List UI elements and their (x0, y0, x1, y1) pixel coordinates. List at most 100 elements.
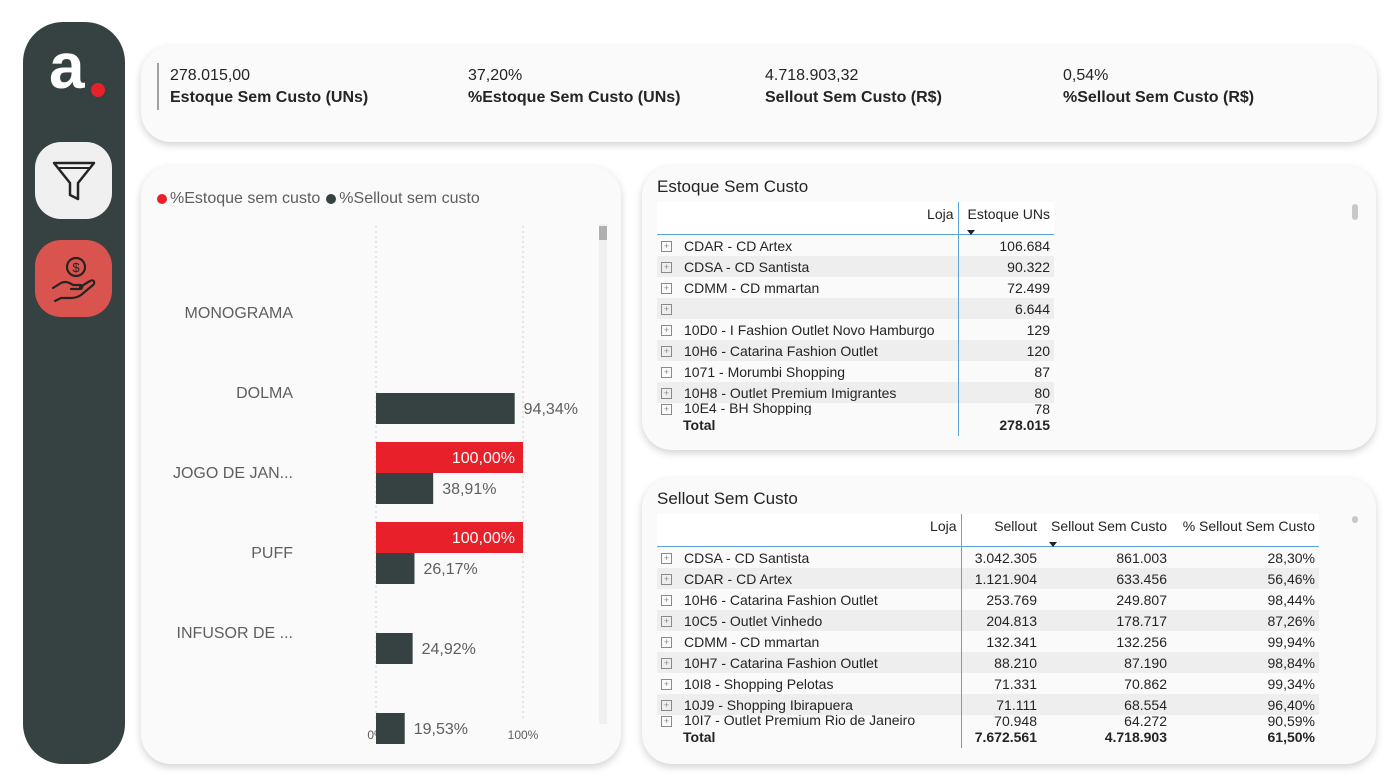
logo-letter: a (49, 30, 85, 102)
cell-sellout-sem-custo: 68.554 (1041, 694, 1171, 715)
table-row[interactable]: + CDSA - CD Santista 90.322 (657, 256, 1054, 277)
expand-icon[interactable]: + (661, 304, 672, 316)
expand-icon[interactable]: + (661, 403, 672, 415)
sidebar: a $ (23, 22, 125, 764)
bar-estoque[interactable] (376, 442, 523, 473)
table-row-clipped[interactable]: +10E4 - BH Shopping 78 (657, 403, 1054, 415)
expand-icon[interactable]: + (661, 283, 672, 295)
expand-icon[interactable]: + (661, 616, 672, 628)
cell-sellout: 204.813 (961, 610, 1041, 631)
table-row[interactable]: +10C5 - Outlet Vinhedo 204.813 178.717 87,2… (657, 610, 1319, 631)
bar-sellout[interactable] (376, 713, 405, 744)
cell-pct-sellout-sem-custo: 98,84% (1171, 652, 1319, 673)
legend-item-sellout[interactable]: %Sellout sem custo (326, 190, 480, 208)
expand-icon[interactable]: + (661, 388, 672, 400)
expand-icon[interactable]: + (661, 574, 672, 586)
data-label-sellout: 26,17% (423, 561, 477, 578)
table-row-clipped[interactable]: +10I7 - Outlet Premium Rio de Janeiro 70.… (657, 715, 1319, 727)
cell-sellout-sem-custo: 861.003 (1116, 549, 1167, 566)
table-row[interactable]: +1071 - Morumbi Shopping 87 (657, 361, 1054, 382)
expand-icon[interactable]: + (661, 679, 672, 691)
cell-loja: +10H6 - Catarina Fashion Outlet (657, 589, 962, 610)
x-tick-label: 100% (508, 728, 539, 742)
cell-text: 10H6 - Catarina Fashion Outlet (684, 342, 878, 359)
cell-estoque-uns: 6.644 (958, 298, 1054, 319)
estoque-table: Loja Estoque UNs + CDAR - CD Artex 106.684… (657, 202, 1054, 436)
column-header-estoque-uns[interactable]: Estoque UNs (958, 202, 1054, 235)
table-row[interactable]: +6.644 (657, 298, 1054, 319)
column-header-label: Sellout Sem Custo (1051, 518, 1167, 534)
expand-icon[interactable]: + (661, 658, 672, 670)
cell-text: 10I8 - Shopping Pelotas (684, 675, 834, 692)
expand-icon[interactable]: + (661, 553, 672, 565)
table-scrollbar-thumb[interactable] (1352, 516, 1358, 523)
cell-pct-sellout-sem-custo: 90,59% (1267, 715, 1315, 727)
cell-sellout: 88.210 (961, 652, 1041, 673)
expand-icon[interactable]: + (661, 367, 672, 379)
bar-estoque[interactable] (376, 522, 523, 553)
cell-estoque-uns: 129 (1026, 321, 1050, 338)
legend-label: %Sellout sem custo (339, 190, 480, 207)
column-header-sellout-sem-custo[interactable]: Sellout Sem Custo (1041, 514, 1171, 547)
column-header-loja[interactable]: Loja (657, 202, 959, 235)
kpi-pct-sellout-sem-custo: 0,54% %Sellout Sem Custo (R$) (1063, 66, 1254, 110)
cell-sellout: 132.341 (986, 633, 1037, 650)
cell-sellout: 70.948 (994, 715, 1037, 727)
kpi-label: %Estoque Sem Custo (UNs) (468, 89, 681, 106)
cell-sellout-sem-custo: 87.190 (1041, 652, 1171, 673)
cell-pct-sellout-sem-custo: 98,44% (1267, 591, 1315, 608)
chart-scrollbar-thumb[interactable] (599, 226, 607, 240)
expand-icon[interactable]: + (661, 595, 672, 607)
column-header-pct-sellout-sem-custo[interactable]: % Sellout Sem Custo (1182, 518, 1315, 534)
table-row[interactable]: +10I8 - Shopping Pelotas 71.331 70.862 99,3… (657, 673, 1319, 694)
cell-sellout-sem-custo: 178.717 (1041, 610, 1171, 631)
table-row[interactable]: + CDMM - CD mmartan 132.341 132.256 99,94% (657, 631, 1319, 652)
table-row[interactable]: +10J9 - Shopping Ibirapuera 71.111 68.554 9… (657, 694, 1319, 715)
cell-text: 1071 - Morumbi Shopping (684, 363, 846, 380)
table-row[interactable]: + CDAR - CD Artex 106.684 (657, 234, 1054, 256)
bar-sellout[interactable] (376, 553, 415, 584)
expand-icon[interactable]: + (661, 241, 672, 253)
expand-icon[interactable]: + (661, 325, 672, 337)
total-value: 7.672.561 (974, 729, 1037, 746)
table-scrollbar-thumb[interactable] (1352, 204, 1358, 220)
table-row[interactable]: +10H8 - Outlet Premium Imigrantes 80 (657, 382, 1054, 403)
expand-icon[interactable]: + (661, 262, 672, 274)
brand-logo: a (49, 34, 109, 102)
table-row[interactable]: + CDMM - CD mmartan 72.499 (657, 277, 1054, 298)
legend-dot (326, 194, 337, 204)
expand-icon[interactable]: + (661, 637, 672, 649)
table-row[interactable]: +10H7 - Catarina Fashion Outlet 88.210 87.… (657, 652, 1319, 673)
total-value: 4.718.903 (1104, 729, 1167, 746)
cell-loja: +1071 - Morumbi Shopping (657, 361, 959, 382)
category-label: PUFF (251, 545, 293, 562)
bar-sellout[interactable] (376, 393, 515, 424)
kpi-estoque-sem-custo: 278.015,00 Estoque Sem Custo (UNs) (170, 66, 368, 110)
cell-text: CDAR - CD Artex (684, 570, 793, 587)
filter-button[interactable] (35, 142, 112, 219)
table-row[interactable]: +10H6 - Catarina Fashion Outlet 120 (657, 340, 1054, 361)
money-page-button[interactable]: $ (35, 240, 112, 317)
cell-pct-sellout-sem-custo: 28,30% (1267, 549, 1315, 566)
cell-sellout: 253.769 (986, 591, 1037, 608)
chart-scrollbar[interactable] (599, 224, 607, 724)
cell-sellout-sem-custo: 64.272 (1124, 715, 1167, 727)
expand-icon[interactable]: + (661, 346, 672, 358)
category-label: JOGO DE JAN... (173, 465, 293, 482)
column-header-loja[interactable]: Loja (657, 514, 962, 547)
table-row[interactable]: +10H6 - Catarina Fashion Outlet 253.769 24… (657, 589, 1319, 610)
cell-loja: +10D0 - I Fashion Outlet Novo Hamburgo (657, 319, 959, 340)
bar-sellout[interactable] (376, 633, 413, 664)
column-header-label: Estoque UNs (967, 206, 1050, 222)
table-row[interactable]: +10D0 - I Fashion Outlet Novo Hamburgo 12… (657, 319, 1054, 340)
cell-loja: + CDAR - CD Artex (657, 568, 962, 589)
legend-item-estoque[interactable]: %Estoque sem custo (157, 190, 320, 208)
expand-icon[interactable]: + (661, 715, 672, 727)
cell-text: CDMM - CD mmartan (684, 633, 820, 650)
table-row[interactable]: + CDSA - CD Santista 3.042.305 861.003 28,30… (657, 546, 1319, 568)
bar-sellout[interactable] (376, 473, 434, 504)
cell-text: 10H8 - Outlet Premium Imigrantes (684, 384, 897, 401)
column-header-sellout[interactable]: Sellout (994, 518, 1037, 534)
expand-icon[interactable]: + (661, 700, 672, 712)
table-row[interactable]: + CDAR - CD Artex 1.121.904 633.456 56,46% (657, 568, 1319, 589)
